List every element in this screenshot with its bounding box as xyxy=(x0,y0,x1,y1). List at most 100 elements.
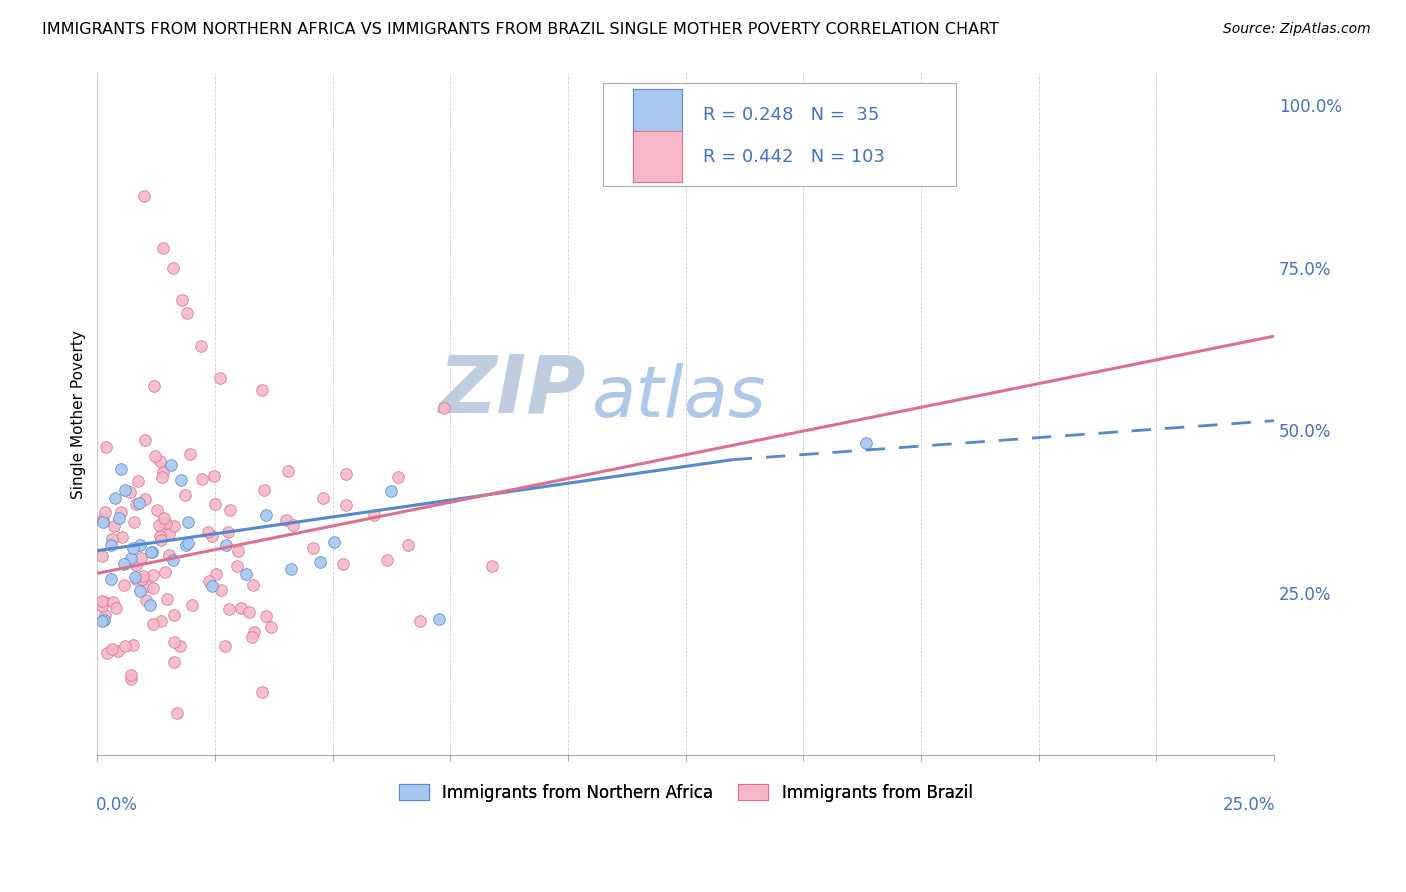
Point xyxy=(219,503,242,517)
Point xyxy=(142,616,165,631)
Point xyxy=(204,498,226,512)
Point xyxy=(134,492,156,507)
Point xyxy=(105,600,128,615)
Point xyxy=(141,545,163,559)
Point xyxy=(91,614,114,628)
Point xyxy=(302,541,325,555)
Point xyxy=(157,527,180,541)
Point xyxy=(427,611,450,625)
Point xyxy=(122,541,145,555)
Point xyxy=(163,655,186,669)
Point xyxy=(129,538,152,552)
Point xyxy=(166,706,188,720)
FancyBboxPatch shape xyxy=(633,89,682,140)
Point xyxy=(226,544,249,558)
Point xyxy=(260,620,283,634)
Point xyxy=(396,538,419,552)
Point xyxy=(252,383,274,397)
Point xyxy=(124,497,146,511)
Point xyxy=(149,529,172,543)
Point xyxy=(335,498,357,512)
Point xyxy=(91,512,114,526)
Point xyxy=(253,483,276,498)
Point xyxy=(143,449,166,463)
Point xyxy=(170,293,193,308)
Point xyxy=(380,483,402,498)
Point xyxy=(156,592,179,607)
Point xyxy=(134,189,156,203)
Text: Source: ZipAtlas.com: Source: ZipAtlas.com xyxy=(1223,22,1371,37)
Point xyxy=(208,371,231,385)
Point xyxy=(125,572,148,586)
Point xyxy=(174,488,197,502)
Point xyxy=(254,609,277,624)
Point xyxy=(163,607,186,622)
Point xyxy=(94,440,117,454)
Point xyxy=(162,553,184,567)
Point xyxy=(408,614,430,628)
Text: R = 0.442   N = 103: R = 0.442 N = 103 xyxy=(703,147,886,166)
Point xyxy=(120,672,142,686)
Point xyxy=(155,516,177,531)
Point xyxy=(148,518,170,533)
Text: 25.0%: 25.0% xyxy=(1223,797,1275,814)
Point xyxy=(103,519,125,533)
Text: R = 0.248   N =  35: R = 0.248 N = 35 xyxy=(703,106,880,124)
Point xyxy=(197,524,219,539)
Point xyxy=(433,401,456,415)
Point xyxy=(93,613,115,627)
Point xyxy=(229,601,252,615)
Point xyxy=(190,339,212,353)
Point xyxy=(91,599,114,613)
Point xyxy=(855,436,877,450)
Text: atlas: atlas xyxy=(592,363,766,432)
FancyBboxPatch shape xyxy=(633,131,682,182)
Text: IMMIGRANTS FROM NORTHERN AFRICA VS IMMIGRANTS FROM BRAZIL SINGLE MOTHER POVERTY : IMMIGRANTS FROM NORTHERN AFRICA VS IMMIG… xyxy=(42,22,1000,37)
Point xyxy=(243,624,266,639)
Point xyxy=(143,378,166,392)
Point xyxy=(120,668,142,682)
Point xyxy=(101,532,124,546)
Point xyxy=(242,578,264,592)
Text: ZIP: ZIP xyxy=(439,351,586,429)
Point xyxy=(118,484,141,499)
Point xyxy=(139,598,162,612)
Point xyxy=(149,454,172,468)
Point xyxy=(177,536,200,550)
Point xyxy=(205,566,228,581)
Point xyxy=(131,573,153,587)
Point xyxy=(94,608,117,623)
Point xyxy=(274,513,297,527)
Point xyxy=(128,496,150,510)
Point xyxy=(190,472,212,486)
Point xyxy=(170,473,193,487)
Point xyxy=(104,491,127,505)
Point xyxy=(134,433,156,447)
Point xyxy=(214,639,236,653)
Point xyxy=(157,548,180,562)
Point xyxy=(93,595,115,609)
Point xyxy=(481,558,503,573)
Point xyxy=(124,515,146,529)
Point xyxy=(177,515,200,529)
Point xyxy=(152,516,174,530)
Point xyxy=(101,595,124,609)
Point xyxy=(152,465,174,479)
Point xyxy=(111,530,134,544)
Point xyxy=(169,639,191,653)
Point xyxy=(363,508,385,523)
Point xyxy=(150,533,173,548)
Point xyxy=(146,502,169,516)
Point xyxy=(141,568,163,582)
Point xyxy=(335,467,357,482)
Text: 0.0%: 0.0% xyxy=(96,797,138,814)
Point xyxy=(745,98,768,112)
Point xyxy=(153,565,176,579)
Legend: Immigrants from Northern Africa, Immigrants from Brazil: Immigrants from Northern Africa, Immigra… xyxy=(392,777,979,808)
Point xyxy=(142,581,165,595)
FancyBboxPatch shape xyxy=(603,83,956,186)
Point xyxy=(114,483,136,497)
Point xyxy=(110,462,132,476)
Point xyxy=(215,538,238,552)
Point xyxy=(136,579,159,593)
